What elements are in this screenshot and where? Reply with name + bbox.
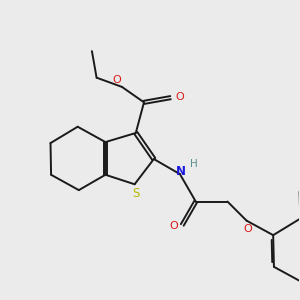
Text: O: O — [175, 92, 184, 102]
Text: O: O — [169, 221, 178, 231]
Text: O: O — [112, 75, 121, 85]
Text: N: N — [176, 165, 186, 178]
Text: H: H — [190, 159, 198, 169]
Text: S: S — [132, 187, 139, 200]
Text: O: O — [243, 224, 252, 233]
